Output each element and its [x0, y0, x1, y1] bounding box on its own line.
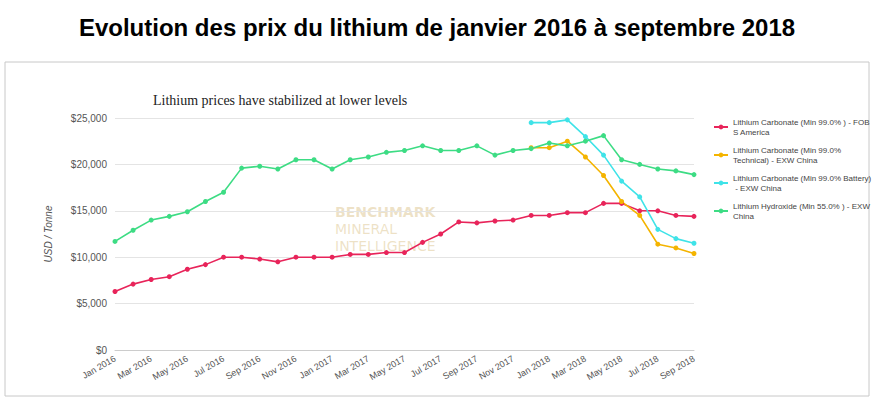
- svg-text:$10,000: $10,000: [71, 252, 108, 263]
- svg-text:Jan 2018: Jan 2018: [515, 354, 552, 381]
- svg-text:Jul 2016: Jul 2016: [192, 354, 226, 380]
- svg-text:Mar 2018: Mar 2018: [550, 354, 588, 382]
- svg-text:May 2016: May 2016: [151, 354, 190, 382]
- svg-text:Sep 2017: Sep 2017: [441, 354, 479, 382]
- svg-text:Jul 2018: Jul 2018: [626, 354, 660, 380]
- svg-text:S America: S America: [733, 128, 770, 137]
- svg-text:USD / Tonne: USD / Tonne: [43, 205, 54, 262]
- svg-text:MINERAL: MINERAL: [335, 221, 397, 237]
- svg-text:INTELLIGENCE: INTELLIGENCE: [335, 238, 436, 254]
- svg-text:Lithium prices have stabilized: Lithium prices have stabilized at lower …: [153, 93, 407, 108]
- svg-text:Technical) - EXW China: Technical) - EXW China: [733, 156, 818, 165]
- svg-text:- EXW China: - EXW China: [733, 184, 782, 193]
- svg-text:$20,000: $20,000: [71, 159, 108, 170]
- svg-text:$0: $0: [96, 345, 108, 356]
- svg-text:Jan 2017: Jan 2017: [298, 354, 335, 381]
- svg-text:Lithium Carbonate (Min 99.0% ): Lithium Carbonate (Min 99.0% ) - FOB: [733, 118, 872, 127]
- svg-text:$5,000: $5,000: [76, 298, 107, 309]
- svg-text:Jul 2017: Jul 2017: [409, 354, 443, 380]
- svg-text:Mar 2016: Mar 2016: [116, 354, 154, 382]
- svg-text:Sep 2016: Sep 2016: [224, 354, 262, 382]
- svg-text:Nov 2017: Nov 2017: [477, 354, 515, 382]
- svg-text:China: China: [733, 212, 754, 221]
- svg-text:Sep 2018: Sep 2018: [658, 354, 696, 382]
- svg-text:Lithium Hydroxide (Min 55.0% ): Lithium Hydroxide (Min 55.0% ) - EXW: [733, 202, 872, 211]
- svg-text:Mar 2017: Mar 2017: [333, 354, 371, 382]
- svg-text:May 2017: May 2017: [368, 354, 407, 382]
- svg-text:BENCHMARK: BENCHMARK: [335, 204, 436, 220]
- svg-text:May 2018: May 2018: [585, 354, 624, 382]
- svg-text:Evolution des prix du lithium: Evolution des prix du lithium de janvier…: [79, 14, 795, 41]
- svg-text:$25,000: $25,000: [71, 113, 108, 124]
- svg-text:Lithium Carbonate (Min 99.0%: Lithium Carbonate (Min 99.0%: [733, 146, 843, 155]
- svg-text:Nov 2016: Nov 2016: [260, 354, 298, 382]
- svg-text:$15,000: $15,000: [71, 205, 108, 216]
- svg-text:Jan 2016: Jan 2016: [80, 354, 117, 381]
- svg-text:Lithium Carbonate (Min 99.0% B: Lithium Carbonate (Min 99.0% Battery): [733, 174, 872, 183]
